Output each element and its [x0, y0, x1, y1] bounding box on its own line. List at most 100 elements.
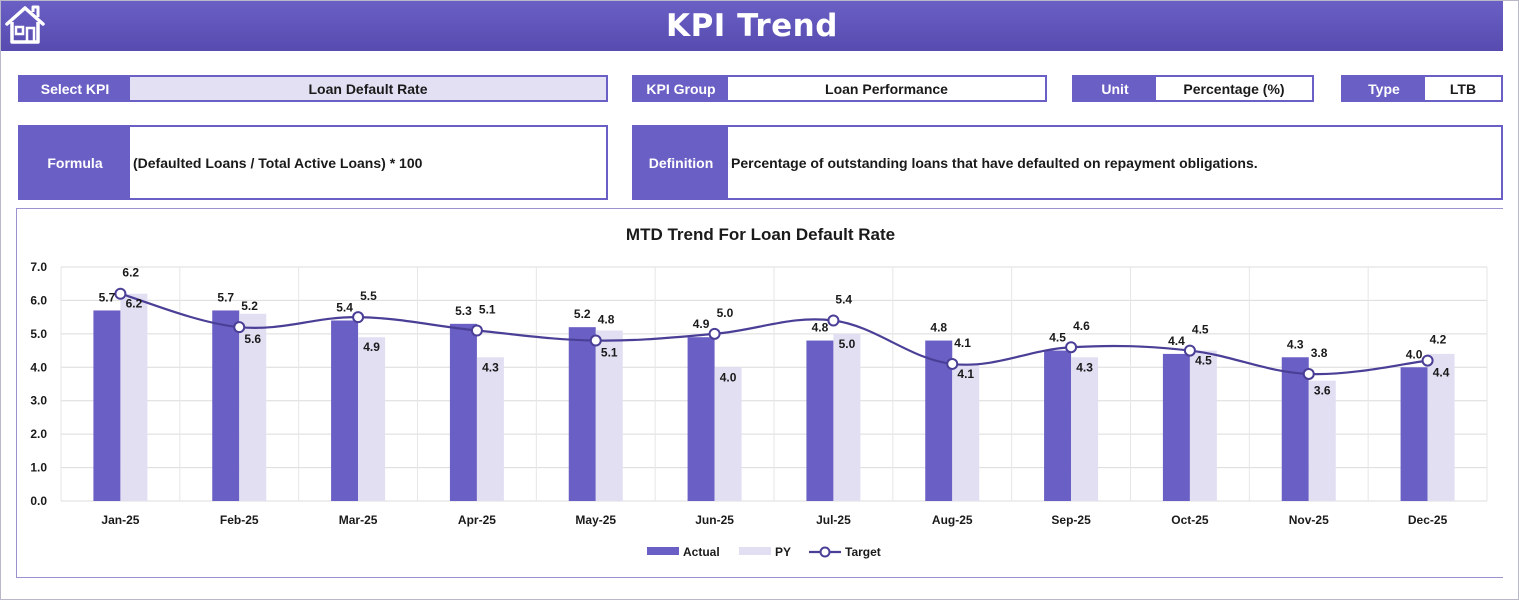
x-tick-label: Aug-25 [932, 513, 973, 527]
legend-label-target: Target [845, 545, 881, 559]
page-title: KPI Trend [666, 8, 838, 44]
unit-label: Unit [1074, 77, 1156, 100]
data-label-actual: 4.8 [930, 321, 947, 335]
x-tick-label: Jul-25 [816, 513, 851, 527]
data-label-target: 5.0 [717, 306, 734, 320]
data-label-actual: 5.4 [336, 300, 353, 314]
data-label-actual: 5.3 [455, 304, 472, 318]
bar-py [358, 337, 386, 501]
data-label-target: 4.6 [1073, 319, 1090, 333]
x-tick-label: Apr-25 [458, 513, 496, 527]
data-label-py: 5.1 [601, 346, 618, 360]
y-tick-label: 6.0 [30, 293, 47, 307]
select-kpi-field: Select KPI Loan Default Rate [18, 75, 608, 102]
data-label-py: 3.6 [1314, 384, 1331, 398]
x-tick-label: Feb-25 [220, 513, 259, 527]
legend-swatch-py [739, 547, 771, 555]
formula-label: Formula [20, 127, 130, 198]
unit-field: Unit Percentage (%) [1072, 75, 1314, 102]
home-icon[interactable] [4, 4, 46, 44]
kpi-group-value: Loan Performance [728, 77, 1045, 100]
data-label-actual: 4.8 [812, 321, 829, 335]
data-label-actual: 4.3 [1287, 337, 1304, 351]
bar-py [1189, 350, 1217, 501]
target-marker [589, 334, 602, 347]
target-marker [470, 324, 483, 337]
data-label-target: 5.1 [479, 303, 496, 317]
data-label-actual: 4.5 [1049, 331, 1066, 345]
data-label-py: 4.9 [363, 340, 380, 354]
type-field: Type LTB [1341, 75, 1503, 102]
target-marker [114, 287, 127, 300]
legend-marker-target [819, 546, 831, 558]
y-tick-label: 7.0 [30, 260, 47, 274]
bar-py [833, 333, 861, 501]
data-label-py: 4.1 [957, 367, 974, 381]
bar-actual [806, 340, 834, 501]
data-label-py: 4.0 [720, 370, 737, 384]
type-label: Type [1343, 77, 1425, 100]
formula-value: (Defaulted Loans / Total Active Loans) *… [130, 127, 606, 198]
data-label-target: 5.5 [360, 289, 377, 303]
bar-actual [1044, 350, 1072, 501]
target-marker [1421, 354, 1434, 367]
legend-swatch-actual [647, 547, 679, 555]
bar-actual [93, 310, 121, 501]
x-tick-label: Nov-25 [1289, 513, 1329, 527]
y-tick-label: 0.0 [30, 494, 47, 508]
target-marker [827, 314, 840, 327]
bar-actual [331, 320, 359, 501]
legend-label-py: PY [775, 545, 791, 559]
bar-actual [568, 327, 596, 501]
data-label-target: 4.1 [954, 336, 971, 350]
formula-field: Formula (Defaulted Loans / Total Active … [18, 125, 608, 200]
target-marker [233, 321, 246, 334]
y-tick-label: 5.0 [30, 327, 47, 341]
target-marker [352, 311, 365, 324]
title-bar: KPI Trend [1, 1, 1503, 51]
legend-label-actual: Actual [683, 545, 720, 559]
kpi-group-label: KPI Group [634, 77, 728, 100]
trend-chart: 0.0 1.0 2.0 3.0 4.0 5.0 6.0 7.0 Jan-25 Feb-25 Mar-… [30, 260, 1488, 559]
data-label-target: 4.2 [1430, 333, 1447, 347]
data-label-actual: 4.4 [1168, 334, 1185, 348]
y-tick-label: 2.0 [30, 427, 47, 441]
data-label-py: 4.3 [482, 360, 499, 374]
bar-actual [212, 310, 240, 501]
data-label-target: 6.2 [122, 266, 139, 280]
bar-actual [687, 337, 715, 501]
chart-title: MTD Trend For Loan Default Rate [625, 225, 896, 244]
bar-py [1308, 380, 1336, 501]
bar-actual [1162, 353, 1190, 501]
unit-value: Percentage (%) [1156, 77, 1312, 100]
definition-label: Definition [634, 127, 728, 198]
y-tick-label: 3.0 [30, 394, 47, 408]
select-kpi-dropdown[interactable]: Loan Default Rate [130, 77, 606, 100]
data-label-target: 4.5 [1192, 323, 1209, 337]
data-label-py: 4.3 [1076, 360, 1093, 374]
data-label-actual: 5.2 [574, 307, 591, 321]
x-tick-label: Sep-25 [1051, 513, 1091, 527]
bar-py [239, 313, 267, 501]
data-label-actual: 5.7 [99, 290, 116, 304]
data-label-target: 3.8 [1311, 346, 1328, 360]
data-label-py: 4.4 [1433, 366, 1450, 380]
bar-actual [1281, 357, 1309, 501]
target-marker [946, 357, 959, 370]
type-value: LTB [1425, 77, 1501, 100]
bar-py [952, 363, 980, 501]
target-marker [1065, 341, 1078, 354]
x-tick-label: Jun-25 [695, 513, 734, 527]
data-label-actual: 5.7 [217, 290, 234, 304]
select-kpi-label: Select KPI [20, 77, 130, 100]
bar-py [1427, 353, 1455, 501]
bar-py [120, 293, 148, 501]
x-tick-label: Mar-25 [339, 513, 378, 527]
bar-actual [1400, 367, 1428, 501]
data-label-py: 4.5 [1195, 354, 1212, 368]
data-label-target: 4.8 [598, 313, 615, 327]
bar-py [595, 330, 623, 501]
data-label-py: 5.6 [244, 332, 261, 346]
y-tick-label: 1.0 [30, 461, 47, 475]
bar-actual [449, 323, 477, 501]
